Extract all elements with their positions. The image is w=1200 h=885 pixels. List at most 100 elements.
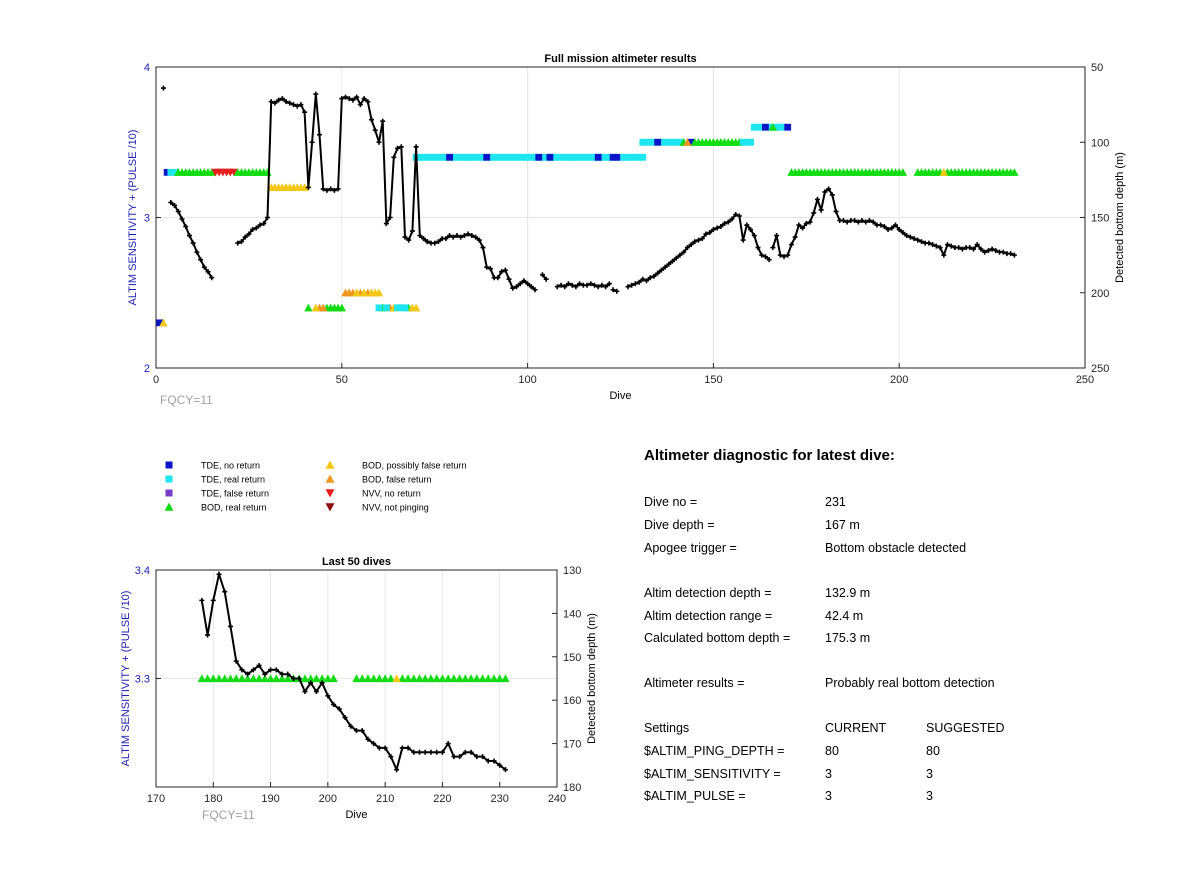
bod-real-return-marker	[203, 674, 212, 683]
tde-real-return-marker	[464, 153, 472, 161]
depth-point	[287, 100, 293, 106]
tde-real-return-marker	[509, 153, 517, 161]
depth-point	[900, 230, 906, 236]
bod-real-return-marker	[226, 674, 235, 683]
x-axis-label: Dive	[345, 809, 367, 821]
bod-real-return-marker	[272, 674, 281, 683]
bod-real-return-marker	[337, 303, 346, 312]
x-tick-label: 210	[376, 793, 394, 805]
bod-real-return-marker	[443, 674, 453, 683]
depth-point	[331, 187, 337, 193]
altim-detection-range-label: Altim detection range =	[644, 609, 773, 623]
legend-label: NVV, no return	[362, 489, 421, 499]
depth-point	[614, 288, 620, 294]
bod-possibly-false-return-marker	[359, 288, 369, 297]
depth-point	[926, 240, 932, 246]
bod-real-return-marker	[207, 168, 216, 176]
depth-point	[497, 762, 503, 768]
depth-point	[502, 267, 508, 273]
tde-real-return-marker	[669, 138, 676, 146]
bod-real-return-marker	[232, 674, 241, 683]
bod-real-return-marker	[243, 674, 252, 683]
tde-real-return-marker	[527, 153, 535, 161]
apogee-trigger-label: Apogee trigger =	[644, 541, 737, 555]
sensitivity-label: $ALTIM_SENSITIVITY =	[644, 767, 781, 781]
depth-point	[302, 689, 308, 695]
depth-point	[510, 285, 516, 291]
depth-point	[725, 219, 731, 225]
depth-point	[402, 234, 408, 240]
depth-point	[855, 219, 861, 225]
bod-real-return-marker	[220, 674, 229, 683]
legend-label: TDE, real return	[201, 475, 265, 485]
depth-point	[465, 231, 471, 237]
bod-real-return-marker	[277, 674, 287, 683]
tde-real-return-marker	[650, 138, 658, 146]
depth-point	[740, 237, 746, 243]
depth-point	[443, 236, 449, 242]
depth-point	[365, 736, 371, 742]
depth-point	[722, 221, 728, 227]
depth-point	[573, 284, 579, 290]
x-tick-label: 100	[518, 374, 536, 386]
bod-real-return-marker	[197, 674, 207, 683]
tde-real-return-marker	[747, 138, 754, 146]
bod-false-return-marker	[319, 303, 328, 312]
bod-real-return-marker	[358, 674, 367, 683]
bod-real-return-marker	[300, 674, 310, 683]
tde-real-return-marker	[591, 153, 598, 161]
depth-point	[447, 233, 453, 239]
depth-point	[382, 745, 388, 751]
tde-real-return-marker	[468, 153, 476, 161]
depth-point	[450, 234, 456, 240]
legend-item: NVV, no return	[325, 489, 421, 499]
depth-point	[445, 741, 451, 747]
tde-real-return-marker	[382, 304, 390, 312]
depth-point	[257, 222, 263, 228]
depth-point	[892, 222, 898, 228]
depth-point	[462, 749, 468, 755]
depth-point	[194, 249, 200, 255]
bod-real-return-marker	[323, 674, 333, 683]
tde-real-return-marker	[423, 153, 431, 161]
depth-point	[343, 94, 349, 100]
depth-point	[959, 246, 965, 252]
depth-point	[348, 723, 354, 729]
axes: 170 180 190 200 210 220 230 240 3.3 3.4 130 140 150 1…	[135, 565, 582, 805]
settings-header-current: CURRENT	[825, 721, 887, 735]
tde-real-return-marker	[661, 138, 669, 146]
altimeter-markers	[156, 123, 1019, 327]
depth-point	[692, 239, 698, 245]
depth-point	[468, 749, 474, 755]
y2-tick-label: 130	[563, 565, 581, 577]
depth-point	[915, 237, 921, 243]
depth-point	[458, 234, 464, 240]
depth-point	[521, 278, 527, 284]
ping-depth-suggested: 80	[926, 744, 940, 758]
legend-triangle-up-marker	[164, 502, 174, 511]
depth-point	[308, 680, 314, 686]
y-tick-label: 3.3	[135, 674, 150, 686]
y2-tick-label: 160	[563, 695, 581, 707]
depth-point	[309, 139, 315, 145]
bod-real-return-marker	[478, 674, 487, 683]
y2-tick-label: 150	[563, 652, 581, 664]
depth-point	[201, 264, 207, 270]
tde-real-return-marker	[375, 304, 383, 312]
depth-point	[651, 273, 657, 279]
tde-no-return-marker	[784, 123, 792, 131]
depth-point	[405, 745, 411, 751]
legend-square-marker	[165, 475, 173, 483]
bod-real-return-marker	[415, 674, 424, 683]
x-axis-label: Dive	[609, 390, 631, 402]
depth-point	[852, 218, 858, 224]
depth-point	[469, 233, 475, 239]
y2-axis-label: Detected bottom depth (m)	[1114, 152, 1126, 283]
depth-point	[911, 236, 917, 242]
bod-real-return-marker	[306, 674, 315, 683]
depth-point	[417, 749, 423, 755]
bod-real-return-marker	[304, 303, 313, 312]
depth-point	[930, 242, 936, 248]
x-tick-label: 200	[890, 374, 908, 386]
